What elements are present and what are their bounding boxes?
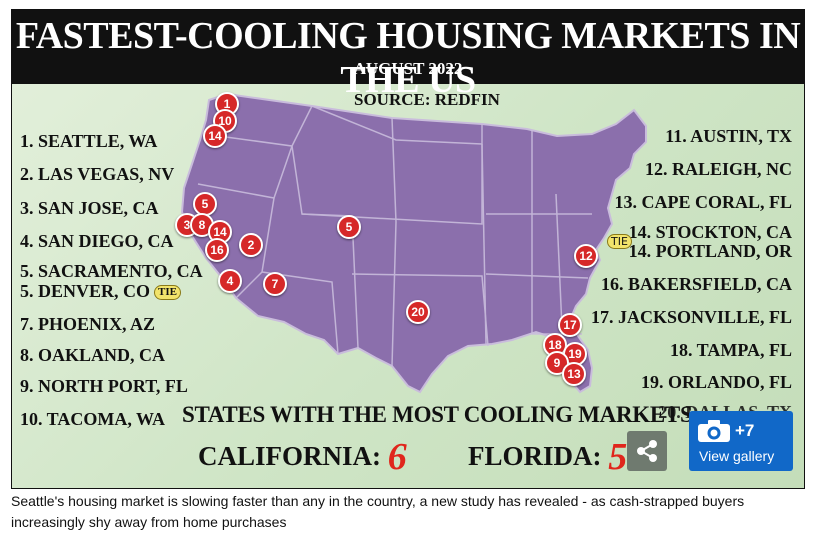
state-name: CALIFORNIA:	[198, 441, 382, 471]
map-marker: 5	[337, 215, 361, 239]
infographic-title: FASTEST-COOLING HOUSING MARKETS IN THE U…	[15, 15, 801, 101]
share-button[interactable]	[627, 431, 667, 471]
map-marker: 7	[263, 272, 287, 296]
map-marker: 12	[574, 244, 598, 268]
map-marker: 14	[203, 124, 227, 148]
title-bar: FASTEST-COOLING HOUSING MARKETS IN THE U…	[12, 10, 804, 101]
state-stat-florida: FLORIDA: 5	[468, 435, 627, 479]
us-map	[180, 92, 647, 394]
ranking-item: 1. SEATTLE, WA	[20, 131, 158, 151]
ranking-item: 2. LAS VEGAS, NV	[20, 164, 175, 184]
state-name: FLORIDA:	[468, 441, 602, 471]
ranking-item: 4. SAN DIEGO, CA	[20, 231, 174, 251]
ranking-item: 5. SACRAMENTO, CA	[20, 261, 203, 281]
ranking-item: 11. AUSTIN, TX	[665, 126, 792, 146]
source-label: SOURCE: REDFIN	[354, 90, 500, 109]
map-marker: 16	[205, 238, 229, 262]
ranking-item: 13. CAPE CORAL, FL	[614, 192, 792, 212]
state-stat-california: CALIFORNIA: 6	[198, 435, 407, 479]
ranking-item: 17. JACKSONVILLE, FL	[590, 307, 792, 327]
ranking-item: 3. SAN JOSE, CA	[20, 198, 159, 218]
map-marker: 20	[406, 300, 430, 324]
share-icon	[637, 440, 657, 462]
states-heading: STATES WITH THE MOST COOLING MARKETS	[182, 402, 693, 427]
ranking-item: 10. TACOMA, WA	[20, 409, 166, 429]
housing-infographic: FASTEST-COOLING HOUSING MARKETS IN THE U…	[11, 9, 805, 489]
tie-badge: TIE	[154, 285, 181, 300]
state-borders	[197, 105, 592, 367]
state-count: 5	[608, 436, 628, 478]
ranking-item: 9. NORTH PORT, FL	[20, 376, 188, 396]
infographic-subtitle: AUGUST 2022	[353, 59, 463, 78]
map-marker: 18	[543, 333, 567, 357]
ranking-item: 5. DENVER, CO TIE	[20, 281, 181, 301]
ranking-item: 18. TAMPA, FL	[670, 340, 792, 360]
ranking-item: 8. OAKLAND, CA	[20, 345, 166, 365]
ranking-item: 19. ORLANDO, FL	[640, 372, 792, 392]
camera-icon	[698, 420, 730, 442]
map-marker: 13	[562, 362, 586, 386]
map-marker: 4	[218, 269, 242, 293]
image-caption: Seattle's housing market is slowing fast…	[11, 493, 745, 530]
map-marker: 17	[558, 313, 582, 337]
ranking-item: 14. STOCKTON, CA	[628, 222, 792, 242]
us-map-shape	[180, 92, 647, 394]
ranking-item: 14. PORTLAND, OR	[628, 241, 792, 261]
gallery-count: +7	[735, 421, 755, 440]
ranking-item: 12. RALEIGH, NC	[644, 159, 792, 179]
state-count: 6	[387, 436, 407, 478]
ranking-item: 16. BAKERSFIELD, CA	[600, 274, 792, 294]
gallery-label: View gallery	[699, 448, 775, 464]
tie-badge: TIE	[607, 234, 632, 249]
ranking-item: 7. PHOENIX, AZ	[20, 314, 156, 334]
view-gallery-button[interactable]: +7 View gallery	[689, 411, 793, 471]
map-marker: 2	[239, 233, 263, 257]
